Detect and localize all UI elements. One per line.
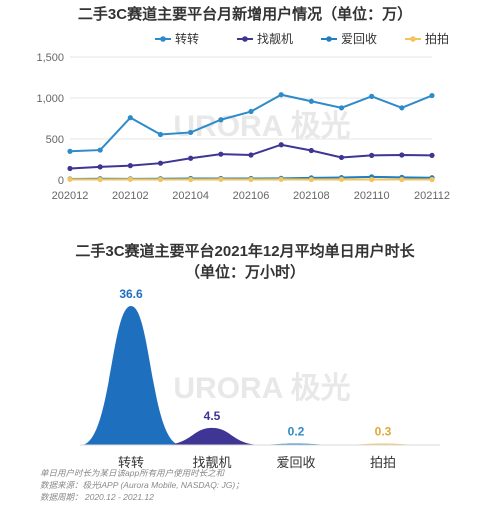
data-point [308, 147, 314, 154]
category-label: 爱回收 [276, 455, 315, 470]
footnote-definition: 单日用户时长为某日该app所有用户使用时长之和 [40, 468, 225, 478]
data-point [127, 163, 133, 169]
peak-找靓机 [162, 427, 262, 445]
line-chart-x-axis: 202012 202102 202104 202106 202108 202110 2021… [52, 190, 450, 202]
x-tick-label: 202106 [233, 190, 270, 202]
category-label: 转转 [118, 455, 144, 470]
data-point [278, 176, 284, 182]
legend-item: 转转 [155, 31, 199, 46]
data-point [369, 152, 375, 158]
data-point [188, 176, 194, 183]
legend-label: 爱回收 [341, 32, 377, 46]
series-转转 [67, 92, 435, 154]
data-point [188, 129, 194, 136]
data-point [338, 176, 345, 182]
data-point [369, 176, 375, 183]
x-tick-label: 202012 [52, 190, 89, 202]
data-point [399, 176, 405, 183]
data-point [97, 164, 103, 170]
data-point [127, 176, 133, 182]
data-point [218, 176, 224, 182]
data-point [308, 98, 314, 104]
data-point [338, 154, 345, 161]
value-label: 4.5 [204, 409, 221, 423]
legend-marker [160, 36, 166, 42]
legend-item: 拍拍 [405, 31, 449, 46]
data-point [429, 176, 435, 183]
legend-marker [326, 36, 332, 42]
area-chart-labels: 36.6 转转 4.5 找靓机 0.2 爱回收 0.3 拍拍 [118, 287, 396, 470]
data-point [218, 117, 224, 123]
data-point [399, 152, 405, 158]
data-point [127, 115, 133, 121]
value-label: 36.6 [119, 287, 143, 301]
data-point [429, 92, 435, 99]
data-point [248, 176, 254, 183]
x-tick-label: 202102 [112, 190, 149, 202]
data-point [157, 176, 164, 183]
data-point [399, 105, 405, 111]
x-tick-label: 202112 [414, 190, 450, 202]
line-chart-legend: 转转 找靓机 爱回收 拍拍 [155, 31, 449, 46]
area-chart-daily-usage: 二手3C赛道主要平台2021年12月平均单日用户时长 （单位：万小时） UROR… [75, 242, 440, 470]
data-point [157, 131, 164, 138]
data-point [97, 176, 103, 183]
data-point [369, 93, 375, 99]
legend-label: 转转 [175, 31, 199, 46]
data-point [308, 176, 314, 183]
category-label: 拍拍 [370, 455, 396, 470]
data-point [278, 142, 284, 148]
watermark: URORA 极光 [173, 110, 350, 143]
peak-转转 [81, 306, 181, 445]
y-tick-label: 1,500 [36, 52, 64, 64]
series-拍拍 [67, 176, 435, 183]
legend-item: 爱回收 [321, 32, 377, 46]
category-label: 找靓机 [192, 455, 231, 470]
watermark: URORA 极光 [173, 372, 350, 405]
legend-marker [410, 36, 416, 42]
line-chart-series [67, 92, 435, 183]
data-point [97, 147, 103, 153]
data-point [67, 148, 73, 154]
data-point [67, 176, 73, 182]
legend-item: 找靓机 [237, 32, 293, 46]
line-chart-monthly-new-users: 二手3C赛道主要平台月新增用户情况（单位：万） 转转 找靓机 爱回收 拍拍 URORA… [36, 5, 450, 202]
data-point [338, 105, 345, 111]
data-point [67, 165, 73, 172]
value-label: 0.3 [375, 425, 392, 439]
data-point [278, 92, 284, 98]
y-tick-label: 500 [46, 134, 64, 146]
y-tick-label: 0 [58, 175, 64, 187]
data-point [218, 151, 224, 157]
x-tick-label: 202110 [354, 190, 390, 202]
area-chart-title: 二手3C赛道主要平台2021年12月平均单日用户时长 [75, 242, 415, 260]
footnotes: 单日用户时长为某日该app所有用户使用时长之和 数据来源：极光iAPP (Aur… [40, 467, 244, 503]
y-tick-label: 1,000 [36, 93, 64, 105]
legend-label: 找靓机 [257, 32, 293, 46]
data-point [188, 155, 194, 161]
data-point [429, 152, 435, 158]
data-point [248, 152, 254, 158]
line-chart-y-axis: 0 500 1,000 1,500 [36, 52, 64, 187]
x-tick-label: 202104 [172, 190, 209, 202]
legend-label: 拍拍 [425, 31, 449, 46]
footnote-source: 数据来源：极光iAPP (Aurora Mobile, NASDAQ: JG)； [40, 480, 244, 490]
line-chart-title: 二手3C赛道主要平台月新增用户情况（单位：万） [78, 5, 412, 23]
legend-marker [242, 36, 248, 42]
x-tick-label: 202108 [293, 190, 330, 202]
footnote-period: 数据周期： 2020.12 - 2021.12 [40, 492, 154, 502]
value-label: 0.2 [288, 425, 305, 439]
area-chart-subtitle: （单位：万小时） [185, 263, 305, 281]
data-point [248, 108, 254, 115]
series-找靓机 [67, 142, 435, 172]
data-point [157, 160, 164, 166]
